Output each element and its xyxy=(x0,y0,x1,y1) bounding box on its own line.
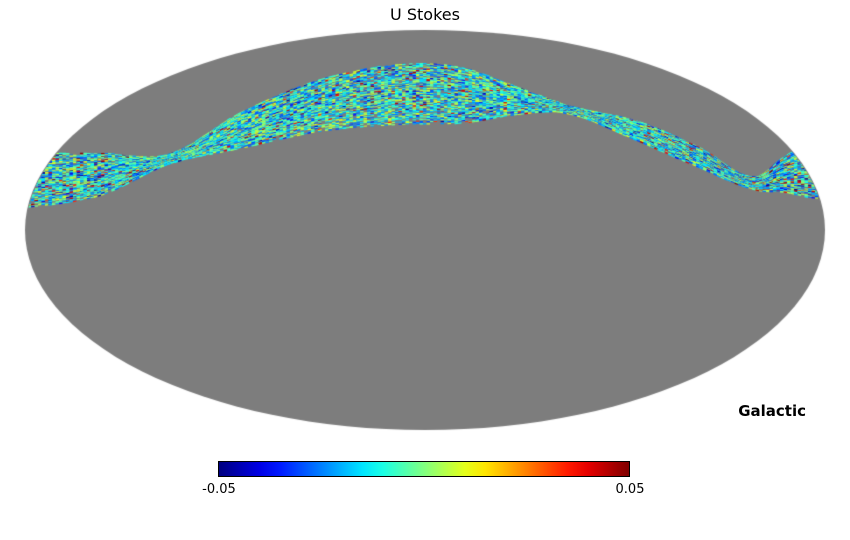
colorbar xyxy=(218,461,630,477)
colorbar-max-label: 0.05 xyxy=(615,482,645,497)
colorbar-min-label: -0.05 xyxy=(202,482,236,497)
coordinate-system-label: Galactic xyxy=(738,402,806,420)
chart-title: U Stokes xyxy=(390,5,460,24)
